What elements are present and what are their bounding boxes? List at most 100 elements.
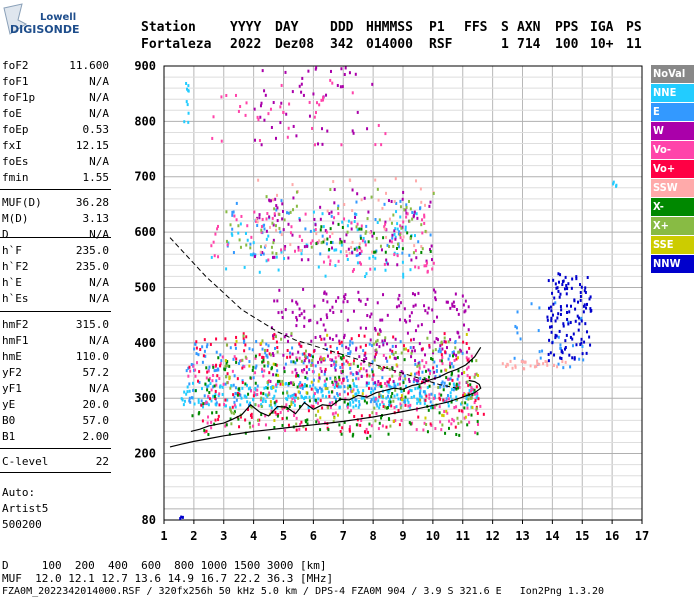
echo-point-w bbox=[265, 229, 268, 233]
echo-point-ssw bbox=[377, 198, 380, 202]
echo-point-nnw bbox=[589, 307, 592, 311]
echo-point-vo- bbox=[439, 420, 442, 424]
echo-point-w bbox=[394, 344, 397, 348]
echo-point-vo- bbox=[319, 355, 322, 359]
echo-point-x- bbox=[360, 227, 363, 231]
echo-point-vo- bbox=[346, 361, 349, 365]
echo-point-vo- bbox=[345, 254, 348, 258]
echo-point-nne bbox=[245, 383, 248, 387]
echo-point-nne bbox=[247, 387, 250, 391]
param-row: C-level 22 bbox=[2, 454, 109, 470]
echo-point-x+ bbox=[266, 360, 269, 364]
echo-point-vo- bbox=[213, 254, 216, 258]
echo-point-nne bbox=[287, 394, 290, 398]
echo-point-sse bbox=[297, 390, 300, 394]
echo-point-w bbox=[358, 298, 361, 302]
echo-point-x+ bbox=[226, 381, 229, 385]
echo-point-vo+ bbox=[236, 377, 239, 381]
echo-point-w bbox=[284, 70, 287, 74]
echo-point-sse bbox=[352, 394, 355, 398]
echo-point-x- bbox=[260, 413, 263, 417]
echo-point-x- bbox=[328, 247, 331, 251]
param-value: 235.0 bbox=[75, 260, 109, 273]
echo-point-e bbox=[391, 344, 394, 348]
echo-point-w bbox=[295, 318, 298, 322]
echo-point-ssw bbox=[289, 243, 292, 247]
echo-point-w bbox=[274, 136, 277, 140]
echo-point-vo- bbox=[423, 221, 426, 225]
param-row: yF1 N/A bbox=[2, 381, 109, 397]
echo-point-nne bbox=[272, 396, 275, 400]
echo-point-w bbox=[298, 218, 301, 222]
echo-point-e bbox=[284, 362, 287, 366]
echo-point-w bbox=[273, 213, 276, 217]
echo-point-nne bbox=[246, 400, 249, 404]
echo-point-vo- bbox=[365, 427, 368, 431]
echo-point-w bbox=[429, 330, 432, 334]
echo-point-e bbox=[358, 403, 361, 407]
echo-point-x- bbox=[396, 356, 399, 360]
echo-point-w bbox=[333, 188, 336, 192]
echo-point-vo- bbox=[203, 402, 206, 406]
echo-point-vo+ bbox=[467, 383, 470, 387]
echo-point-ssw bbox=[522, 367, 525, 371]
echo-point-x+ bbox=[260, 228, 263, 232]
echo-point-w bbox=[340, 67, 343, 71]
echo-point-e bbox=[266, 364, 269, 368]
echo-point-x- bbox=[471, 359, 474, 363]
echo-point-e bbox=[446, 394, 449, 398]
echo-point-e bbox=[234, 386, 237, 390]
echo-point-nne bbox=[317, 265, 320, 269]
param-value: 36.28 bbox=[75, 196, 109, 209]
echo-point-x+ bbox=[239, 245, 242, 249]
echo-point-nne bbox=[187, 84, 190, 88]
echo-point-sse bbox=[305, 391, 308, 395]
echo-point-e bbox=[456, 377, 459, 381]
echo-point-vo- bbox=[222, 382, 225, 386]
echo-point-vo- bbox=[446, 411, 449, 415]
echo-point-x- bbox=[248, 421, 251, 425]
echo-point-sse bbox=[445, 368, 448, 372]
echo-point-vo- bbox=[267, 112, 270, 116]
echo-point-x- bbox=[365, 401, 368, 405]
echo-point-vo- bbox=[425, 361, 428, 365]
echo-point-w bbox=[413, 377, 416, 381]
echo-point-x- bbox=[470, 413, 473, 417]
header-label-s: S bbox=[501, 20, 509, 35]
echo-point-sse bbox=[318, 373, 321, 377]
echo-point-e bbox=[433, 382, 436, 386]
echo-point-nnw bbox=[569, 321, 572, 325]
echo-point-nne bbox=[335, 248, 338, 252]
echo-point-nne bbox=[355, 385, 358, 389]
echo-point-w bbox=[371, 82, 374, 86]
echo-point-vo- bbox=[322, 98, 325, 102]
y-tick-label: 80 bbox=[142, 513, 156, 527]
echo-point-e bbox=[411, 210, 414, 214]
echo-point-vo- bbox=[317, 421, 320, 425]
echo-point-vo- bbox=[311, 239, 314, 243]
echo-point-ssw bbox=[561, 360, 564, 364]
x-tick-label: 9 bbox=[399, 529, 406, 543]
echo-point-x+ bbox=[337, 207, 340, 211]
echo-point-x- bbox=[338, 423, 341, 427]
echo-point-w bbox=[346, 300, 349, 304]
echo-point-e bbox=[190, 396, 193, 400]
echo-point-x+ bbox=[304, 354, 307, 358]
echo-point-w bbox=[282, 228, 285, 232]
echo-point-nne bbox=[447, 404, 450, 408]
echo-point-x- bbox=[429, 249, 432, 253]
x-tick-label: 2 bbox=[190, 529, 197, 543]
echo-point-e bbox=[255, 364, 258, 368]
echo-point-vo- bbox=[361, 239, 364, 243]
echo-point-nne bbox=[351, 397, 354, 401]
echo-point-x- bbox=[374, 250, 377, 254]
echo-point-e bbox=[301, 387, 304, 391]
echo-point-w bbox=[384, 220, 387, 224]
logo-text-bottom: DIGISONDE bbox=[10, 23, 79, 36]
echo-point-vo+ bbox=[338, 378, 341, 382]
echo-point-x+ bbox=[466, 380, 469, 384]
echo-point-x+ bbox=[266, 380, 269, 384]
echo-point-vo+ bbox=[382, 404, 385, 408]
echo-point-w bbox=[359, 326, 362, 330]
param-label: MUF(D) bbox=[2, 196, 42, 209]
